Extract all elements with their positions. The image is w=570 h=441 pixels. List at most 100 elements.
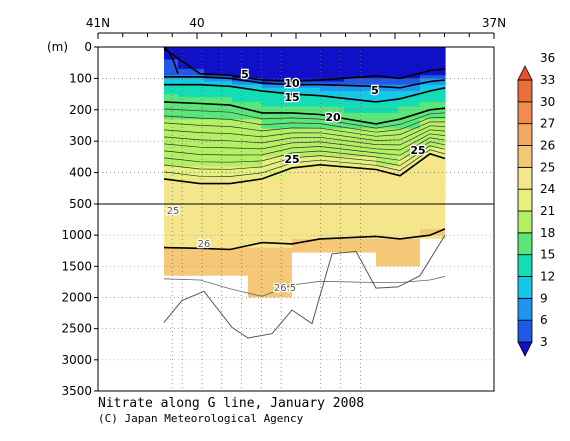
field-cell — [204, 59, 233, 70]
field-cell — [344, 112, 377, 120]
field-cell — [344, 87, 377, 92]
field-cell — [204, 138, 233, 149]
field-cell — [344, 128, 377, 139]
colorbar-swatch — [517, 341, 533, 357]
field-cell — [320, 81, 345, 86]
field-cell — [398, 81, 421, 86]
field-cell — [376, 238, 420, 267]
colorbar-tick-label: 6 — [540, 313, 548, 327]
field-cell — [178, 119, 205, 130]
field-cell — [344, 48, 377, 51]
field-cell — [376, 101, 399, 108]
field-cell — [292, 94, 321, 98]
field-cell — [232, 101, 263, 108]
field-cell — [232, 119, 263, 130]
colorbar-tick-label: 9 — [540, 291, 548, 305]
field-cell — [262, 101, 293, 108]
field-cell — [164, 156, 179, 167]
field-cell — [178, 50, 205, 61]
field-cell — [204, 68, 233, 76]
field-cell — [204, 90, 233, 95]
field-cell — [398, 128, 421, 139]
depth-tick-label: 300 — [69, 134, 92, 148]
field-cell — [320, 97, 345, 103]
field-cell — [320, 178, 345, 196]
contour-label: 20 — [325, 111, 341, 124]
contour-line-minor — [163, 129, 446, 146]
field-cell — [204, 97, 233, 103]
depth-tick-label: 500 — [69, 197, 92, 211]
field-cell — [320, 156, 345, 167]
field-cell — [262, 68, 293, 76]
contour-line-20 — [163, 101, 446, 125]
field-cell — [204, 147, 233, 158]
field-cell — [420, 47, 446, 50]
field-cell — [232, 147, 263, 158]
colorbar-tick-label: 18 — [540, 226, 555, 240]
field-cell — [232, 50, 263, 61]
lat-tick-label: 41N — [86, 16, 110, 30]
field-cell — [262, 97, 293, 103]
field-cell — [398, 90, 421, 95]
field-cell — [292, 47, 321, 50]
field-cell — [164, 128, 179, 139]
field-cell — [398, 68, 421, 76]
contour-line-25 — [163, 152, 446, 185]
field-cell — [420, 119, 446, 130]
depth-tick-label: 100 — [69, 71, 92, 85]
field-cell — [344, 156, 377, 167]
field-cell — [320, 166, 345, 180]
field-cell — [376, 147, 399, 158]
depth-tick-label: 400 — [69, 166, 92, 180]
field-cell — [232, 81, 263, 86]
field-cell — [376, 128, 399, 139]
field-cell — [204, 84, 233, 89]
field-cell — [232, 156, 263, 167]
colorbar-tick-label: 3 — [540, 335, 548, 349]
colorbar-swatch — [517, 166, 533, 190]
field-cell — [420, 48, 446, 51]
field-cell — [398, 156, 421, 167]
field-cell — [344, 47, 377, 50]
field-cell — [204, 194, 233, 205]
field-cell — [376, 68, 399, 76]
field-cell — [420, 156, 446, 167]
field-cell — [262, 50, 293, 61]
field-cell — [376, 94, 399, 98]
field-cell — [292, 75, 321, 79]
field-cell — [262, 87, 293, 92]
field-cell — [398, 101, 421, 108]
field-cell — [376, 87, 399, 92]
field-cell — [420, 50, 446, 61]
colorbar-swatch — [517, 297, 533, 321]
field-cell — [178, 78, 205, 83]
contour-line-minor — [163, 141, 446, 163]
field-cell — [178, 81, 205, 86]
field-cell — [420, 94, 446, 98]
field-cell — [292, 238, 344, 253]
field-cell — [320, 90, 345, 95]
field-cell — [320, 50, 345, 61]
field-cell — [164, 47, 179, 50]
field-cell — [398, 48, 421, 51]
field-cell — [292, 156, 321, 167]
field-cell — [292, 90, 321, 95]
colorbar-swatch — [517, 145, 533, 168]
depth-tick-label: 2500 — [61, 322, 92, 336]
colorbar-tick-label: 36 — [540, 51, 555, 65]
field-cell — [292, 97, 321, 103]
field-cell — [292, 59, 321, 70]
field-cell — [420, 75, 446, 79]
field-cell — [178, 84, 205, 89]
field-cell — [164, 247, 204, 276]
field-cell — [292, 128, 321, 139]
field-cell — [398, 119, 421, 130]
field-cell — [292, 147, 321, 158]
lat-tick-label: 37N — [482, 16, 506, 30]
contour-label: 26 — [198, 239, 211, 250]
field-cell — [204, 81, 233, 86]
field-cell — [376, 138, 399, 149]
chart-credit: (C) Japan Meteorological Agency — [98, 412, 304, 425]
depth-tick-label: 2000 — [61, 291, 92, 305]
